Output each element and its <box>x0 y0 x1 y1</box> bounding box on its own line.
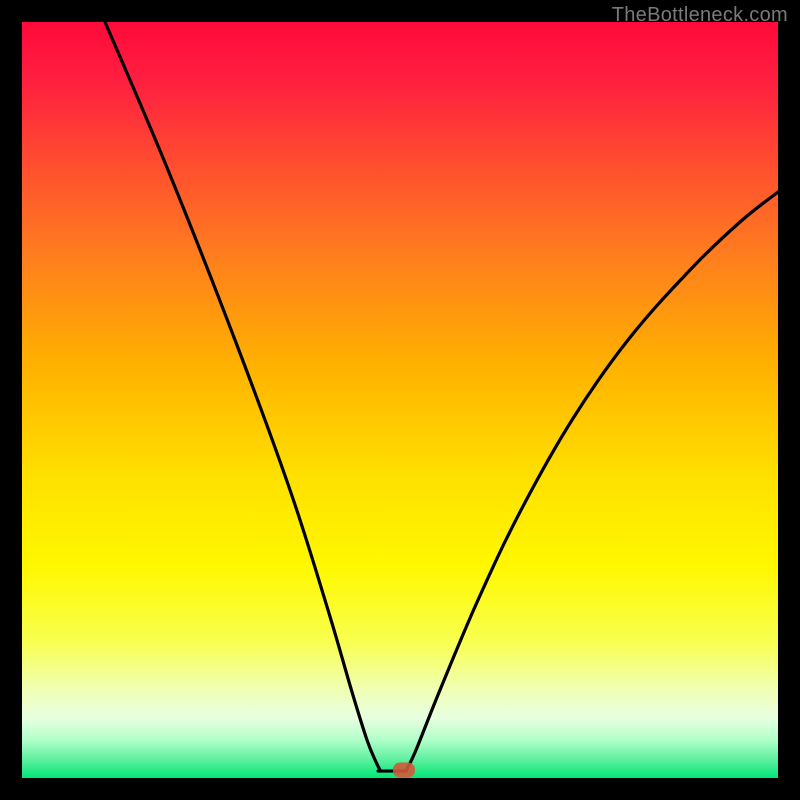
bottleneck-chart <box>0 0 800 800</box>
vertex-marker <box>393 763 415 778</box>
plot-area <box>22 22 778 778</box>
watermark-text: TheBottleneck.com <box>612 4 788 27</box>
chart-container: TheBottleneck.com <box>0 0 800 800</box>
